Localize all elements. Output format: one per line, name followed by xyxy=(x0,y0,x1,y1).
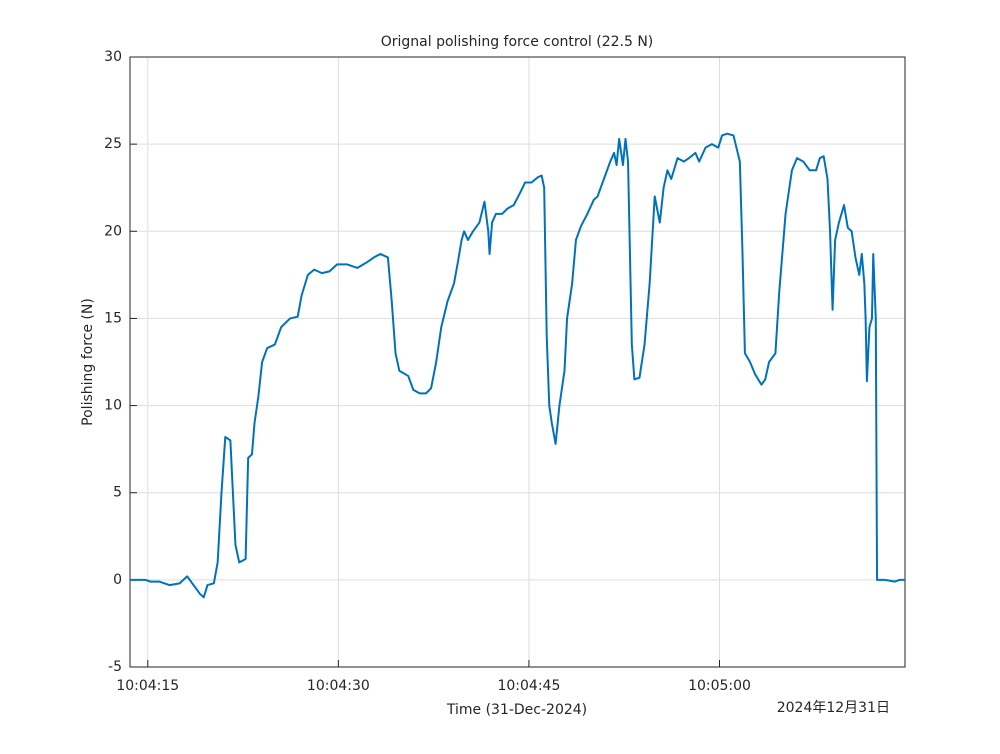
y-tick-label: 25 xyxy=(104,136,122,152)
y-tick-label: 20 xyxy=(104,223,122,239)
x-tick-label: 10:04:45 xyxy=(497,678,560,694)
x-axis-label: Time (31-Dec-2024) xyxy=(446,702,587,718)
x-tick-label: 10:05:00 xyxy=(688,678,751,694)
x-tick-label: 10:04:15 xyxy=(116,678,179,694)
date-label: 2024年12月31日 xyxy=(777,700,890,716)
plot-area xyxy=(130,57,905,667)
y-tick-label: 30 xyxy=(104,49,122,65)
chart-title: Orignal polishing force control (22.5 N) xyxy=(381,34,654,50)
data-line xyxy=(130,132,905,599)
y-tick-label: 10 xyxy=(104,398,122,414)
x-tick-label: 10:04:30 xyxy=(307,678,370,694)
axes-box xyxy=(129,56,906,668)
y-tick-label: 15 xyxy=(104,310,122,326)
y-tick-label: 0 xyxy=(113,572,122,588)
y-tick-label: -5 xyxy=(108,659,122,675)
y-tick-label: 5 xyxy=(113,485,122,501)
y-axis-label: Polishing force (N) xyxy=(80,298,96,426)
